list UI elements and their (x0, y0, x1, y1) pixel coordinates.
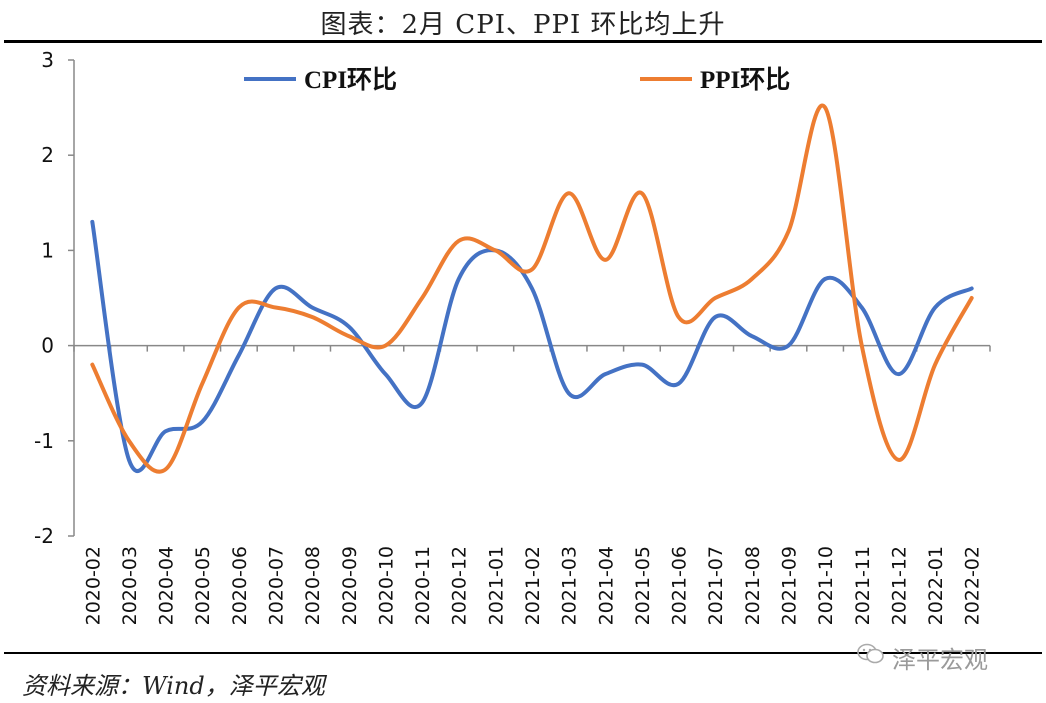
x-tick-label: 2021-05 (632, 546, 654, 625)
data-point-cpi (603, 372, 607, 376)
x-tick-label: 2020-07 (266, 546, 288, 625)
data-point-ppi (933, 363, 937, 367)
y-tick-label: 3 (41, 48, 54, 72)
data-point-ppi (530, 267, 534, 271)
data-point-cpi (383, 372, 387, 376)
x-tick-label: 2020-02 (82, 546, 104, 625)
data-point-ppi (603, 258, 607, 262)
x-tick-label: 2022-01 (925, 546, 947, 625)
data-point-ppi (640, 191, 644, 195)
data-point-cpi (530, 286, 534, 290)
x-tick-label: 2020-06 (229, 546, 251, 625)
x-tick-label: 2021-04 (595, 546, 617, 625)
x-tick-label: 2020-04 (156, 546, 178, 625)
y-tick-label: 1 (41, 238, 54, 262)
source-note: 资料来源：Wind，泽平宏观 (22, 672, 325, 700)
data-point-ppi (457, 239, 461, 243)
x-tick-label: 2020-05 (192, 546, 214, 625)
data-point-ppi (896, 458, 900, 462)
data-point-ppi (383, 344, 387, 348)
x-tick-label: 2022-02 (962, 546, 984, 625)
data-point-ppi (237, 306, 241, 310)
x-tick-label: 2021-10 (815, 546, 837, 625)
chart-legend: CPI环比 PPI环比 (244, 66, 790, 94)
data-point-ppi (310, 315, 314, 319)
x-tick-label: 2021-09 (778, 546, 800, 625)
x-tick-label: 2021-08 (742, 546, 764, 625)
data-point-cpi (567, 391, 571, 395)
data-point-cpi (677, 382, 681, 386)
top-rule (4, 40, 1042, 43)
data-point-ppi (420, 296, 424, 300)
x-tick-label: 2021-07 (705, 546, 727, 625)
data-point-ppi (786, 229, 790, 233)
x-tick-label: 2021-01 (485, 546, 507, 625)
data-point-cpi (896, 372, 900, 376)
x-tick-label: 2020-03 (119, 546, 141, 625)
data-point-cpi (200, 420, 204, 424)
x-tick-label: 2021-06 (669, 546, 691, 625)
x-tick-label: 2021-02 (522, 546, 544, 625)
data-point-cpi (933, 306, 937, 310)
legend-label-cpi: CPI环比 (304, 66, 397, 94)
x-tick-label: 2020-10 (375, 546, 397, 625)
data-point-cpi (457, 277, 461, 281)
y-tick-label: 0 (41, 334, 54, 358)
wechat-icon (857, 643, 884, 664)
data-point-cpi (786, 344, 790, 348)
data-point-cpi (274, 286, 278, 290)
data-point-cpi (127, 458, 131, 462)
x-tick-label: 2021-03 (559, 546, 581, 625)
data-point-ppi (127, 439, 131, 443)
series-line-cpi (90, 219, 974, 473)
data-point-ppi (567, 191, 571, 195)
data-point-ppi (164, 467, 168, 471)
legend-label-ppi: PPI环比 (700, 66, 790, 94)
chart-axes: -2 -1 0 1 2 3 2020-02 2020-03 2020-04 2020-05 2020… (34, 48, 991, 625)
data-point-cpi (823, 277, 827, 281)
data-point-ppi (347, 334, 351, 338)
data-point-cpi (90, 220, 94, 224)
data-point-ppi (493, 248, 497, 252)
series-layer (90, 103, 974, 474)
x-tick-label: 2020-11 (412, 546, 434, 625)
data-point-ppi (90, 363, 94, 367)
data-point-cpi (164, 429, 168, 433)
data-point-ppi (860, 344, 864, 348)
chart-title: 图表：2月 CPI、PPI 环比均上升 (320, 10, 726, 40)
data-point-ppi (200, 382, 204, 386)
data-point-cpi (713, 315, 717, 319)
data-point-cpi (970, 286, 974, 290)
data-point-cpi (750, 334, 754, 338)
data-point-ppi (677, 315, 681, 319)
x-tick-label: 2020-09 (339, 546, 361, 625)
bottom-rule (4, 652, 1042, 654)
x-tick-label: 2020-08 (302, 546, 324, 625)
data-point-ppi (750, 277, 754, 281)
data-point-ppi (274, 306, 278, 310)
x-tick-label: 2020-12 (449, 546, 471, 625)
data-point-cpi (860, 306, 864, 310)
y-tick-label: -2 (34, 524, 54, 548)
x-tick-label: 2021-12 (888, 546, 910, 625)
data-point-cpi (420, 401, 424, 405)
x-tick-label: 2021-11 (852, 546, 874, 625)
y-tick-label: -1 (34, 429, 54, 453)
data-point-ppi (970, 296, 974, 300)
data-point-ppi (713, 296, 717, 300)
series-line-ppi (90, 103, 974, 474)
data-point-cpi (310, 306, 314, 310)
data-point-cpi (347, 325, 351, 329)
data-point-cpi (237, 353, 241, 357)
watermark: 泽平宏观 (892, 646, 988, 674)
y-tick-label: 2 (41, 143, 54, 167)
data-point-ppi (823, 106, 827, 110)
data-point-cpi (640, 363, 644, 367)
